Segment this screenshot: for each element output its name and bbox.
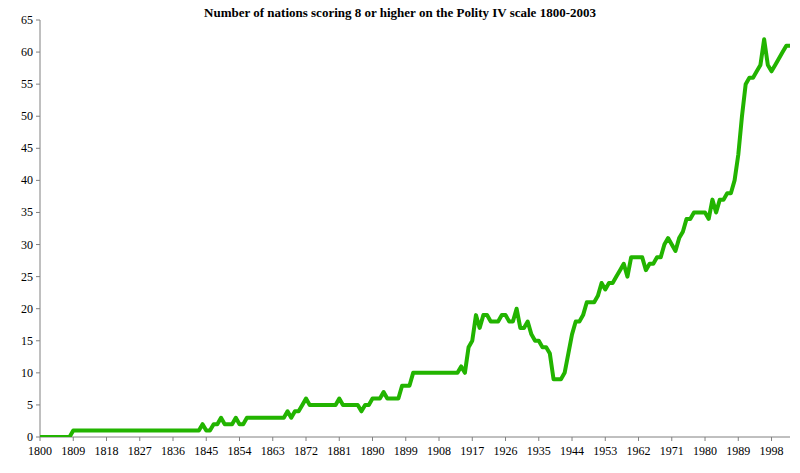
x-tick bbox=[173, 437, 174, 441]
x-tick-label: 1872 bbox=[294, 444, 318, 458]
x-tick bbox=[572, 437, 573, 441]
x-tick bbox=[73, 437, 74, 441]
y-axis bbox=[40, 20, 41, 437]
x-tick-label: 1827 bbox=[128, 444, 152, 458]
y-tick bbox=[36, 437, 40, 438]
x-tick-label: 1863 bbox=[261, 444, 285, 458]
y-tick-label: 55 bbox=[21, 77, 33, 91]
y-tick bbox=[36, 276, 40, 277]
x-tick-label: 1809 bbox=[61, 444, 85, 458]
x-tick-label: 1854 bbox=[228, 444, 252, 458]
y-tick-label: 35 bbox=[21, 205, 33, 219]
x-tick bbox=[139, 437, 140, 441]
y-tick bbox=[36, 212, 40, 213]
x-tick-label: 1989 bbox=[726, 444, 750, 458]
x-tick-label: 1800 bbox=[28, 444, 52, 458]
x-tick bbox=[405, 437, 406, 441]
x-tick-label: 1953 bbox=[593, 444, 617, 458]
y-tick-label: 30 bbox=[21, 238, 33, 252]
x-tick-label: 1899 bbox=[394, 444, 418, 458]
x-tick-label: 1917 bbox=[460, 444, 484, 458]
x-tick bbox=[638, 437, 639, 441]
x-tick bbox=[505, 437, 506, 441]
x-tick bbox=[272, 437, 273, 441]
x-tick-label: 1944 bbox=[560, 444, 584, 458]
chart: Number of nations scoring 8 or higher on… bbox=[0, 0, 800, 473]
x-tick-label: 1881 bbox=[327, 444, 351, 458]
y-tick-label: 0 bbox=[27, 430, 33, 444]
x-tick bbox=[306, 437, 307, 441]
x-tick-label: 1971 bbox=[660, 444, 684, 458]
data-line bbox=[40, 39, 790, 437]
y-tick bbox=[36, 148, 40, 149]
x-tick bbox=[239, 437, 240, 441]
x-tick bbox=[605, 437, 606, 441]
y-tick bbox=[36, 20, 40, 21]
y-tick-label: 65 bbox=[21, 13, 33, 27]
x-tick-label: 1818 bbox=[95, 444, 119, 458]
y-tick bbox=[36, 372, 40, 373]
y-tick-label: 25 bbox=[21, 270, 33, 284]
x-tick bbox=[439, 437, 440, 441]
y-tick bbox=[36, 52, 40, 53]
y-tick bbox=[36, 404, 40, 405]
x-tick-label: 1962 bbox=[627, 444, 651, 458]
x-tick-label: 1845 bbox=[194, 444, 218, 458]
x-tick bbox=[771, 437, 772, 441]
y-tick-label: 45 bbox=[21, 141, 33, 155]
y-tick bbox=[36, 244, 40, 245]
y-tick-label: 15 bbox=[21, 334, 33, 348]
y-tick-label: 60 bbox=[21, 45, 33, 59]
y-tick-label: 40 bbox=[21, 173, 33, 187]
x-tick bbox=[738, 437, 739, 441]
y-tick bbox=[36, 84, 40, 85]
x-tick bbox=[671, 437, 672, 441]
x-tick-label: 1980 bbox=[693, 444, 717, 458]
x-tick-label: 1998 bbox=[760, 444, 784, 458]
x-tick bbox=[372, 437, 373, 441]
x-axis bbox=[40, 437, 790, 438]
y-tick bbox=[36, 308, 40, 309]
x-tick bbox=[705, 437, 706, 441]
x-tick-label: 1908 bbox=[427, 444, 451, 458]
x-tick-label: 1935 bbox=[527, 444, 551, 458]
x-tick bbox=[106, 437, 107, 441]
x-tick bbox=[40, 437, 41, 441]
y-tick-label: 50 bbox=[21, 109, 33, 123]
x-tick bbox=[339, 437, 340, 441]
title: Number of nations scoring 8 or higher on… bbox=[204, 5, 596, 20]
x-tick-label: 1890 bbox=[361, 444, 385, 458]
y-tick-label: 5 bbox=[27, 398, 33, 412]
x-tick-label: 1926 bbox=[494, 444, 518, 458]
y-tick bbox=[36, 180, 40, 181]
y-tick-label: 20 bbox=[21, 302, 33, 316]
y-tick-label: 10 bbox=[21, 366, 33, 380]
plot-area bbox=[40, 39, 790, 437]
x-tick bbox=[206, 437, 207, 441]
x-tick bbox=[538, 437, 539, 441]
y-tick bbox=[36, 116, 40, 117]
x-tick-label: 1836 bbox=[161, 444, 185, 458]
x-tick bbox=[472, 437, 473, 441]
y-tick bbox=[36, 340, 40, 341]
